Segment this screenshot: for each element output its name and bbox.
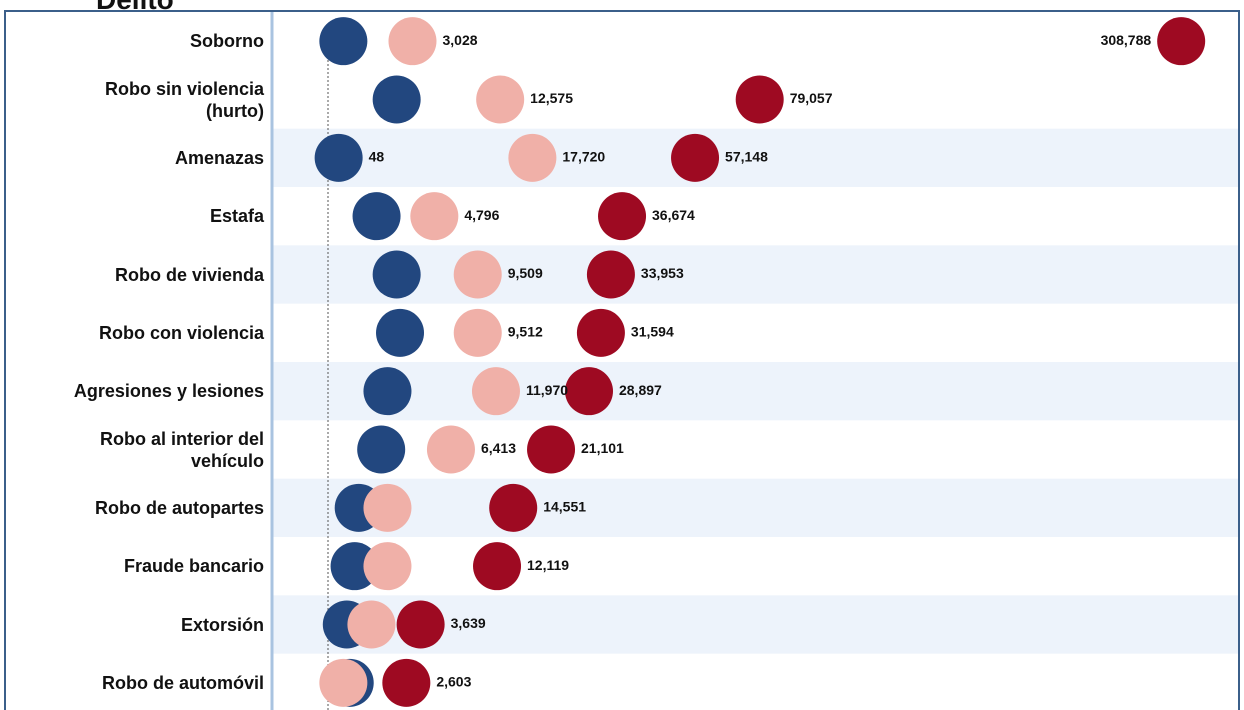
value-label: 11,970	[526, 382, 568, 398]
category-label: Robo de vivienda	[114, 264, 264, 285]
value-label: 14,551	[543, 499, 586, 515]
dot	[453, 250, 502, 299]
dot	[586, 250, 635, 299]
dot	[363, 367, 412, 416]
value-label: 21,101	[581, 440, 624, 456]
dot	[426, 425, 475, 474]
value-label: 3,028	[442, 32, 477, 48]
value-label: 2,603	[436, 674, 471, 690]
dot	[1157, 17, 1206, 66]
dot	[372, 75, 421, 124]
dot	[347, 600, 396, 649]
category-label: Fraude bancario	[123, 556, 264, 577]
value-label: 308,788	[1101, 32, 1152, 48]
value-label: 79,057	[790, 90, 833, 106]
category-label: Robo de autopartes	[94, 497, 264, 518]
dot	[508, 133, 557, 182]
value-label: 31,594	[631, 324, 674, 340]
dot	[410, 192, 459, 241]
row-band	[272, 362, 1240, 421]
dot	[376, 308, 425, 357]
dot	[473, 542, 522, 591]
value-label: 12,575	[530, 90, 573, 106]
value-label: 3,639	[451, 615, 486, 631]
dot	[489, 483, 538, 532]
dot	[319, 658, 368, 707]
value-label: 17,720	[562, 149, 605, 165]
value-label: 4,796	[464, 207, 499, 223]
value-label: 12,119	[527, 557, 569, 573]
dot	[671, 133, 720, 182]
dot	[527, 425, 576, 474]
value-label: 28,897	[619, 382, 662, 398]
dot	[453, 308, 502, 357]
value-label: 36,674	[652, 207, 695, 223]
dot	[396, 600, 445, 649]
dot	[471, 367, 520, 416]
category-label: Robo con violencia	[98, 322, 264, 343]
value-label: 9,512	[508, 324, 543, 340]
value-label: 9,509	[508, 265, 543, 281]
category-label: Soborno	[190, 31, 264, 52]
dot	[363, 483, 412, 532]
category-label: Robo sin violencia (hurto)	[104, 78, 264, 121]
dot	[372, 250, 421, 299]
category-label: Robo de automóvil	[102, 672, 264, 693]
value-label: 57,148	[725, 149, 768, 165]
dot	[357, 425, 406, 474]
dot	[576, 308, 625, 357]
value-label: 33,953	[641, 265, 684, 281]
dot	[319, 17, 368, 66]
dot	[564, 367, 613, 416]
dot	[476, 75, 525, 124]
dot	[363, 542, 412, 591]
dot	[382, 658, 431, 707]
category-label: Amenazas	[174, 147, 264, 168]
dot	[598, 192, 647, 241]
row-band	[272, 478, 1240, 537]
row-band	[272, 128, 1240, 187]
dot	[330, 542, 379, 591]
dot	[314, 133, 363, 182]
category-label: Estafa	[209, 206, 264, 227]
value-label: 6,413	[481, 440, 516, 456]
dot	[735, 75, 784, 124]
row-band	[272, 245, 1240, 304]
value-label: 48	[369, 149, 385, 165]
category-label: Extorsión	[180, 614, 264, 635]
dot	[388, 17, 437, 66]
frame-border	[4, 10, 1240, 710]
category-label: Agresiones y lesiones	[73, 381, 264, 402]
dot	[352, 192, 401, 241]
category-label: Robo al interior del vehículo	[99, 428, 264, 471]
